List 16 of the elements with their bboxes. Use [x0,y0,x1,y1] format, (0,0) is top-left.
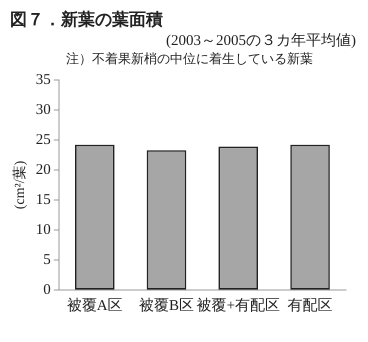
y-tick-label: 30 [36,102,51,118]
chart-title: 図７．新葉の葉面積 [10,9,164,31]
x-tick-label: 被覆B区 [138,296,194,314]
chart-subtitle: (2003～2005の３カ年平均値) [165,32,356,50]
y-tick-label: 0 [43,282,51,298]
x-tick-label: 被覆+有配区 [196,296,280,314]
y-axis-title: (cm²/葉) [12,160,28,210]
text: 注）不着果新梢の中位に着生している新葉 [66,50,314,68]
y-tick-label: 15 [36,192,51,208]
y-tick-label: 35 [36,72,51,88]
y-tick-label: 10 [36,222,51,238]
y-tick-label: 20 [36,162,51,178]
y-tick-label: 5 [43,252,51,268]
x-tick-label: 有配区 [288,296,333,314]
x-tick-label: 被覆A区 [66,296,123,314]
y-tick-label: 25 [36,132,51,148]
